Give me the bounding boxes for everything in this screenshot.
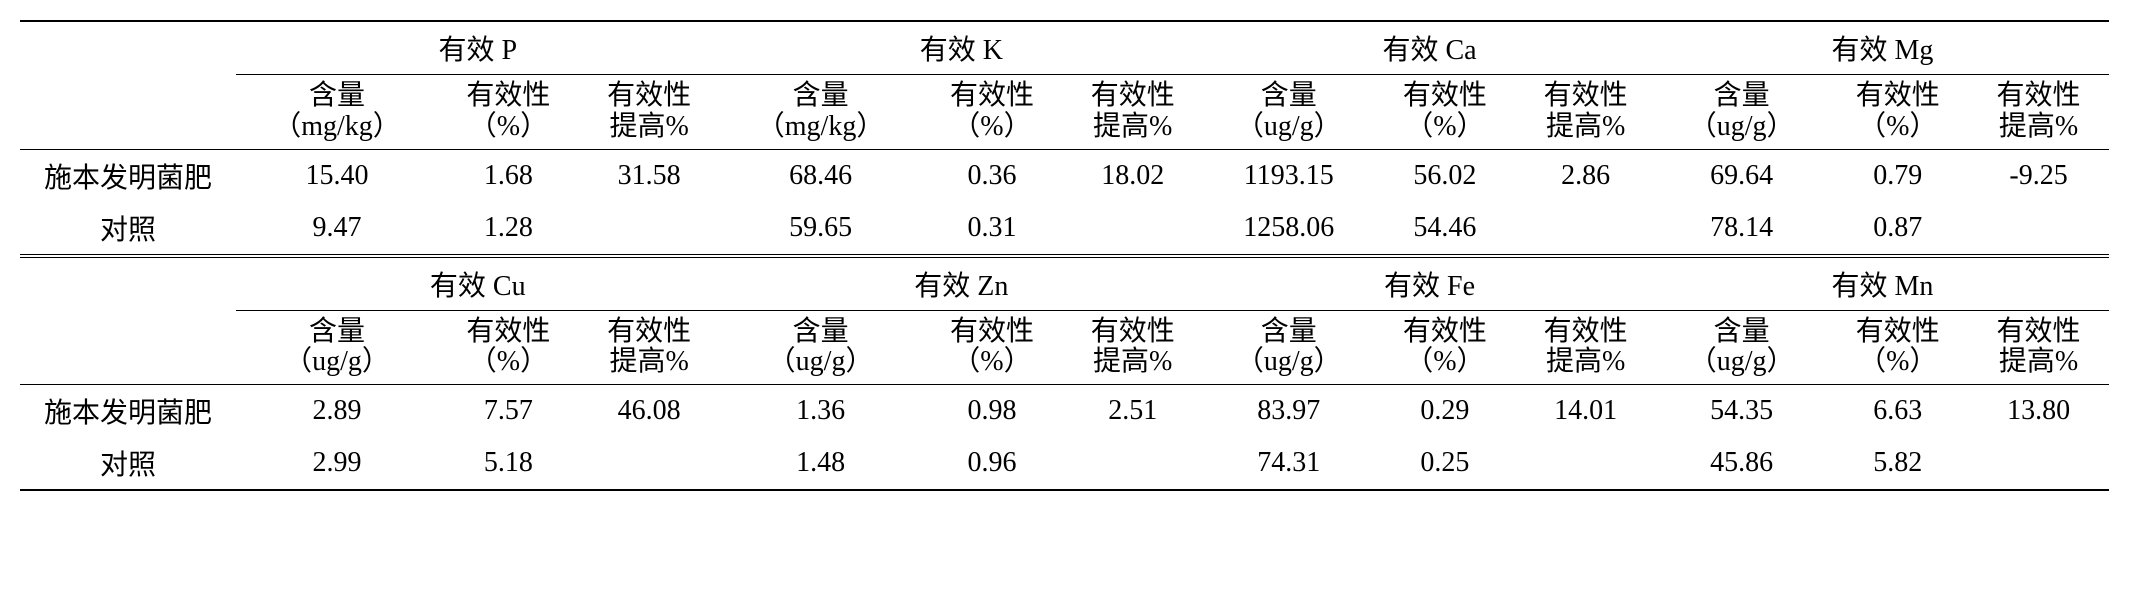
col-improve: 有效性提高% bbox=[1515, 310, 1656, 385]
group-header-mg: 有效 Mg bbox=[1656, 21, 2109, 75]
table-cell: 1.68 bbox=[438, 149, 579, 202]
table-cell: 1.48 bbox=[720, 437, 922, 490]
table-cell bbox=[1515, 437, 1656, 490]
col-effectiveness: 有效性（%） bbox=[922, 310, 1063, 385]
table-cell bbox=[1515, 202, 1656, 256]
table-cell: 0.31 bbox=[922, 202, 1063, 256]
table-cell: 59.65 bbox=[720, 202, 922, 256]
row-label-control: 对照 bbox=[20, 202, 236, 256]
table-cell: 1.28 bbox=[438, 202, 579, 256]
table-cell: 0.36 bbox=[922, 149, 1063, 202]
table-cell: 5.82 bbox=[1827, 437, 1968, 490]
table-cell: 5.18 bbox=[438, 437, 579, 490]
table-cell: 74.31 bbox=[1203, 437, 1374, 490]
table-cell: 0.98 bbox=[922, 385, 1063, 438]
col-effectiveness: 有效性（%） bbox=[1374, 310, 1515, 385]
col-effectiveness: 有效性（%） bbox=[438, 75, 579, 150]
table-cell: 14.01 bbox=[1515, 385, 1656, 438]
col-effectiveness: 有效性（%） bbox=[438, 310, 579, 385]
table-cell bbox=[1968, 202, 2109, 256]
table-cell: 54.35 bbox=[1656, 385, 1827, 438]
table-cell: 45.86 bbox=[1656, 437, 1827, 490]
table-cell: 2.89 bbox=[236, 385, 438, 438]
col-content: 含量（ug/g） bbox=[720, 310, 922, 385]
table-cell: 0.87 bbox=[1827, 202, 1968, 256]
table-cell: 18.02 bbox=[1062, 149, 1203, 202]
col-improve: 有效性提高% bbox=[1968, 310, 2109, 385]
table-cell: 0.79 bbox=[1827, 149, 1968, 202]
group-header-ca: 有效 Ca bbox=[1203, 21, 1656, 75]
blank-header bbox=[20, 256, 236, 385]
table-cell: 7.57 bbox=[438, 385, 579, 438]
col-content: 含量（ug/g） bbox=[236, 310, 438, 385]
col-content: 含量（mg/kg） bbox=[720, 75, 922, 150]
table-cell: 56.02 bbox=[1374, 149, 1515, 202]
col-improve: 有效性提高% bbox=[579, 310, 720, 385]
col-effectiveness: 有效性（%） bbox=[1827, 75, 1968, 150]
group-header-zn: 有效 Zn bbox=[720, 256, 1204, 311]
table-cell: 6.63 bbox=[1827, 385, 1968, 438]
row-label-treatment: 施本发明菌肥 bbox=[20, 385, 236, 438]
table-cell bbox=[579, 437, 720, 490]
row-label-treatment: 施本发明菌肥 bbox=[20, 149, 236, 202]
table-cell: 31.58 bbox=[579, 149, 720, 202]
col-improve: 有效性提高% bbox=[1062, 310, 1203, 385]
table-cell: 0.96 bbox=[922, 437, 1063, 490]
table-cell: 2.86 bbox=[1515, 149, 1656, 202]
table-cell bbox=[1062, 202, 1203, 256]
group-header-k: 有效 K bbox=[720, 21, 1204, 75]
col-content: 含量（ug/g） bbox=[1203, 310, 1374, 385]
col-improve: 有效性提高% bbox=[579, 75, 720, 150]
col-content: 含量（mg/kg） bbox=[236, 75, 438, 150]
table-cell bbox=[1968, 437, 2109, 490]
table-cell bbox=[1062, 437, 1203, 490]
table-cell: 2.99 bbox=[236, 437, 438, 490]
group-header-cu: 有效 Cu bbox=[236, 256, 720, 311]
table-cell: 9.47 bbox=[236, 202, 438, 256]
table-cell: 54.46 bbox=[1374, 202, 1515, 256]
table-cell: 68.46 bbox=[720, 149, 922, 202]
col-content: 含量（ug/g） bbox=[1656, 310, 1827, 385]
table-cell: 1258.06 bbox=[1203, 202, 1374, 256]
table-cell: 83.97 bbox=[1203, 385, 1374, 438]
col-effectiveness: 有效性（%） bbox=[922, 75, 1063, 150]
table-cell: 2.51 bbox=[1062, 385, 1203, 438]
table-cell: 69.64 bbox=[1656, 149, 1827, 202]
table-cell: 46.08 bbox=[579, 385, 720, 438]
col-improve: 有效性提高% bbox=[1062, 75, 1203, 150]
group-header-fe: 有效 Fe bbox=[1203, 256, 1656, 311]
row-label-control: 对照 bbox=[20, 437, 236, 490]
col-effectiveness: 有效性（%） bbox=[1827, 310, 1968, 385]
group-header-mn: 有效 Mn bbox=[1656, 256, 2109, 311]
col-content: 含量（ug/g） bbox=[1656, 75, 1827, 150]
table-cell: 0.29 bbox=[1374, 385, 1515, 438]
col-content: 含量（ug/g） bbox=[1203, 75, 1374, 150]
col-improve: 有效性提高% bbox=[1515, 75, 1656, 150]
table-cell: 0.25 bbox=[1374, 437, 1515, 490]
table-cell: -9.25 bbox=[1968, 149, 2109, 202]
table-cell bbox=[579, 202, 720, 256]
group-header-p: 有效 P bbox=[236, 21, 720, 75]
col-improve: 有效性提高% bbox=[1968, 75, 2109, 150]
blank-header bbox=[20, 21, 236, 149]
table-cell: 15.40 bbox=[236, 149, 438, 202]
table-cell: 78.14 bbox=[1656, 202, 1827, 256]
table-cell: 1193.15 bbox=[1203, 149, 1374, 202]
nutrient-table: 有效 P 有效 K 有效 Ca 有效 Mg 含量（mg/kg） 有效性（%） 有… bbox=[20, 20, 2109, 491]
table-cell: 13.80 bbox=[1968, 385, 2109, 438]
col-effectiveness: 有效性（%） bbox=[1374, 75, 1515, 150]
table-cell: 1.36 bbox=[720, 385, 922, 438]
